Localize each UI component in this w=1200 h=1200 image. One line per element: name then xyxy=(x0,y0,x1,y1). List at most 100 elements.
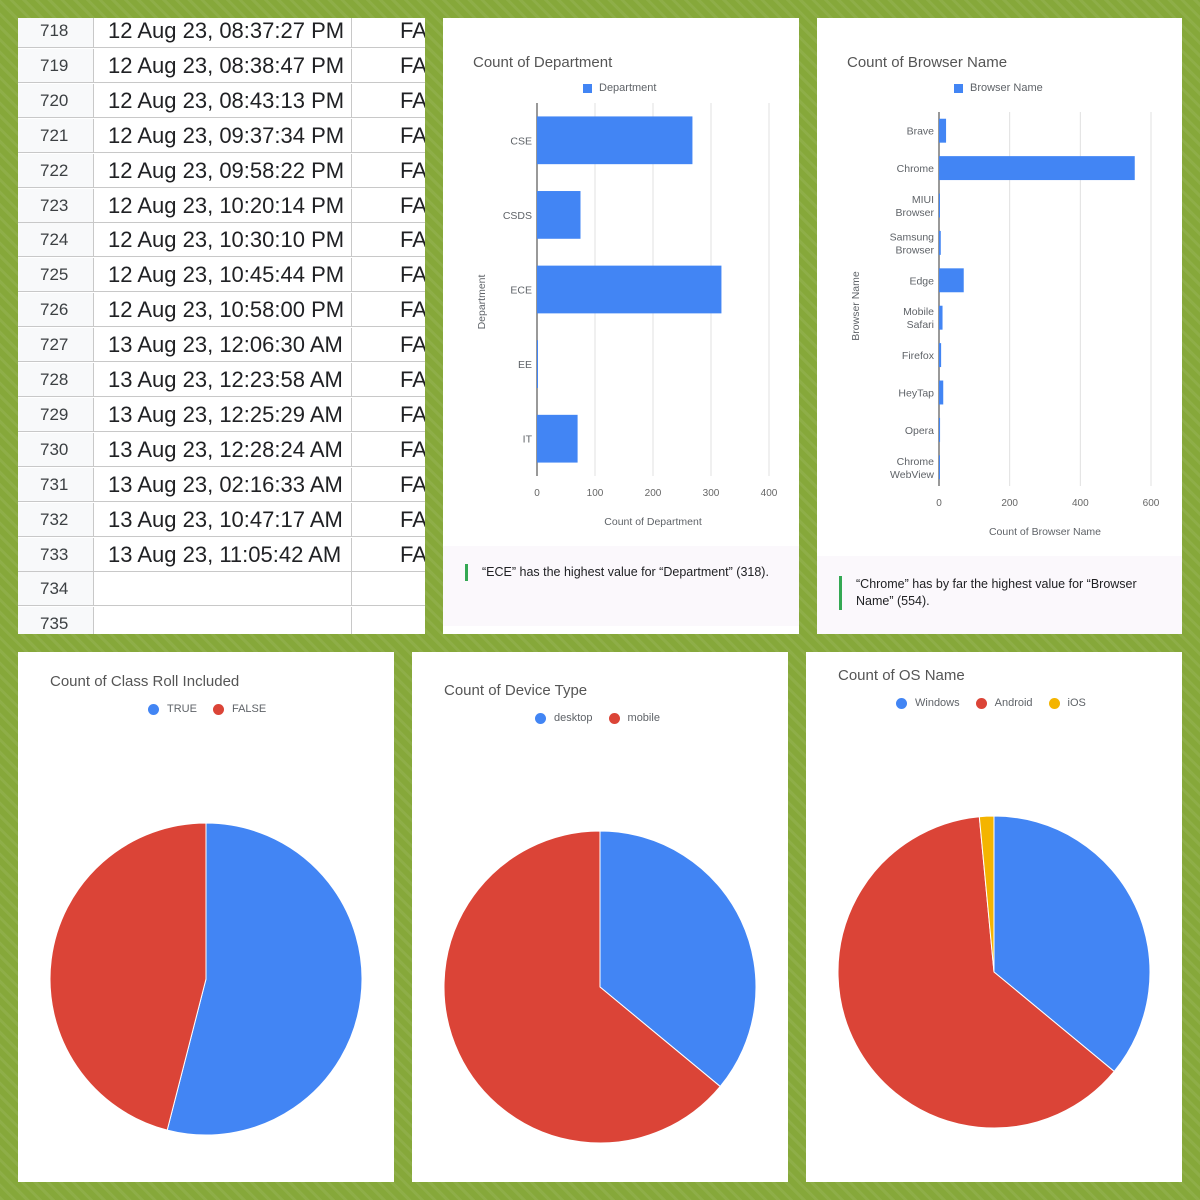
flag-cell[interactable]: FA xyxy=(352,328,425,363)
timestamp-cell[interactable]: 13 Aug 23, 12:23:58 AM xyxy=(94,363,352,397)
pie-slice-mobile xyxy=(443,830,721,1144)
flag-cell[interactable]: FA xyxy=(352,538,425,572)
table-row[interactable]: 727 13 Aug 23, 12:06:30 AM FA xyxy=(18,328,425,363)
flag-cell[interactable]: FA xyxy=(352,119,425,153)
flag-cell[interactable]: FA xyxy=(352,258,425,293)
row-number-cell[interactable]: 723 xyxy=(18,188,94,223)
flag-cell[interactable]: FA xyxy=(352,49,425,83)
table-row[interactable]: 724 12 Aug 23, 10:30:10 PM FA xyxy=(18,223,425,258)
table-row[interactable]: 735 xyxy=(18,607,425,634)
row-number-cell[interactable]: 724 xyxy=(18,223,94,258)
timestamp-cell[interactable] xyxy=(94,572,352,607)
timestamp-cell[interactable]: 13 Aug 23, 12:25:29 AM xyxy=(94,397,352,432)
legend-item-windows: Windows xyxy=(896,697,960,709)
bar xyxy=(537,265,722,314)
table-row[interactable]: 734 xyxy=(18,572,425,607)
chart-legend: Browser Name xyxy=(954,82,1043,94)
table-row[interactable]: 726 12 Aug 23, 10:58:00 PM FA xyxy=(18,293,425,328)
timestamp-cell[interactable] xyxy=(94,607,352,634)
table-row[interactable]: 721 12 Aug 23, 09:37:34 PM FA xyxy=(18,118,425,154)
row-number-cell[interactable]: 734 xyxy=(18,572,94,607)
flag-cell[interactable]: FA xyxy=(352,503,425,537)
timestamp-cell[interactable]: 13 Aug 23, 12:28:24 AM xyxy=(94,432,352,467)
timestamp-cell[interactable]: 12 Aug 23, 10:30:10 PM xyxy=(94,223,352,258)
legend-swatch xyxy=(535,712,546,724)
timestamp-cell[interactable]: 12 Aug 23, 08:38:47 PM xyxy=(94,48,352,83)
flag-cell[interactable]: FA xyxy=(352,223,425,258)
timestamp-cell[interactable]: 12 Aug 23, 10:45:44 PM xyxy=(94,258,352,293)
category-label: Brave xyxy=(907,126,935,138)
table-row[interactable]: 719 12 Aug 23, 08:38:47 PM FA xyxy=(18,48,425,84)
device-type-pie-chart xyxy=(443,830,757,1144)
row-number-cell[interactable]: 718 xyxy=(18,18,94,48)
row-number-cell[interactable]: 719 xyxy=(18,48,94,83)
x-tick-label: 200 xyxy=(1001,498,1018,509)
row-number-cell[interactable]: 726 xyxy=(18,293,94,328)
flag-cell[interactable]: FA xyxy=(352,293,425,328)
table-row[interactable]: 729 13 Aug 23, 12:25:29 AM FA xyxy=(18,397,425,433)
row-number-cell[interactable]: 735 xyxy=(18,607,94,634)
timestamp-cell[interactable]: 12 Aug 23, 08:37:27 PM xyxy=(94,18,352,48)
table-row[interactable]: 728 13 Aug 23, 12:23:58 AM FA xyxy=(18,363,425,398)
flag-cell[interactable]: FA xyxy=(352,468,425,502)
row-number-cell[interactable]: 730 xyxy=(18,432,94,467)
table-row[interactable]: 722 12 Aug 23, 09:58:22 PM FA xyxy=(18,153,425,189)
row-number-cell[interactable]: 721 xyxy=(18,118,94,153)
table-row[interactable]: 718 12 Aug 23, 08:37:27 PM FA xyxy=(18,18,425,49)
table-row[interactable]: 723 12 Aug 23, 10:20:14 PM FA xyxy=(18,188,425,224)
flag-cell[interactable]: FA xyxy=(352,433,425,467)
flag-cell[interactable]: FA xyxy=(352,398,425,432)
flag-cell[interactable] xyxy=(352,607,425,634)
row-number-cell[interactable]: 732 xyxy=(18,502,94,537)
x-tick-label: 400 xyxy=(1072,498,1089,509)
table-row[interactable]: 720 12 Aug 23, 08:43:13 PM FA xyxy=(18,83,425,119)
x-tick-label: 600 xyxy=(1143,498,1160,509)
insight-band xyxy=(817,556,1182,634)
timestamp-cell[interactable]: 12 Aug 23, 08:43:13 PM xyxy=(94,83,352,118)
table-row[interactable]: 732 13 Aug 23, 10:47:17 AM FA xyxy=(18,502,425,538)
x-tick-label: 100 xyxy=(587,488,604,499)
row-number-cell[interactable]: 729 xyxy=(18,397,94,432)
table-row[interactable]: 733 13 Aug 23, 11:05:42 AM FA xyxy=(18,537,425,573)
row-number-cell[interactable]: 720 xyxy=(18,83,94,118)
table-row[interactable]: 730 13 Aug 23, 12:28:24 AM FA xyxy=(18,432,425,468)
bar xyxy=(939,455,940,480)
flag-cell[interactable]: FA xyxy=(352,363,425,397)
flag-cell[interactable]: FA xyxy=(352,189,425,223)
legend-swatch xyxy=(954,83,963,93)
table-row[interactable]: 725 12 Aug 23, 10:45:44 PM FA xyxy=(18,258,425,293)
legend-label: TRUE xyxy=(167,703,197,715)
timestamp-cell[interactable]: 13 Aug 23, 02:16:33 AM xyxy=(94,467,352,502)
bar xyxy=(939,193,940,218)
legend-item-desktop: desktop xyxy=(535,712,593,724)
os-name-pie-chart xyxy=(837,815,1151,1129)
category-label: Firefox xyxy=(902,350,935,362)
pie-slice-windows xyxy=(993,815,1151,1073)
timestamp-cell[interactable]: 13 Aug 23, 12:06:30 AM xyxy=(94,328,352,363)
legend-label: iOS xyxy=(1067,697,1086,709)
timestamp-cell[interactable]: 13 Aug 23, 11:05:42 AM xyxy=(94,537,352,572)
x-tick-label: 400 xyxy=(761,488,778,499)
timestamp-cell[interactable]: 12 Aug 23, 10:58:00 PM xyxy=(94,293,352,328)
category-label: Edge xyxy=(909,275,934,287)
timestamp-cell[interactable]: 12 Aug 23, 09:37:34 PM xyxy=(94,118,352,153)
bar xyxy=(537,116,693,165)
row-number-cell[interactable]: 733 xyxy=(18,537,94,572)
flag-cell[interactable] xyxy=(352,572,425,607)
department-bar-chart: 0 100 200 300 400 CSE CSDS ECE EE IT Count of Depa… xyxy=(476,103,778,528)
row-number-cell[interactable]: 722 xyxy=(18,153,94,188)
flag-cell[interactable]: FA xyxy=(352,18,425,48)
row-number-cell[interactable]: 725 xyxy=(18,258,94,293)
flag-cell[interactable]: FA xyxy=(352,154,425,188)
row-number-cell[interactable]: 727 xyxy=(18,328,94,363)
timestamp-cell[interactable]: 12 Aug 23, 09:58:22 PM xyxy=(94,153,352,188)
row-number-cell[interactable]: 731 xyxy=(18,467,94,502)
class-roll-pie-chart xyxy=(49,822,363,1136)
category-label: ECE xyxy=(510,285,532,297)
timestamp-cell[interactable]: 13 Aug 23, 10:47:17 AM xyxy=(94,502,352,537)
table-row[interactable]: 731 13 Aug 23, 02:16:33 AM FA xyxy=(18,467,425,503)
row-number-cell[interactable]: 728 xyxy=(18,363,94,397)
flag-cell[interactable]: FA xyxy=(352,84,425,118)
bar xyxy=(939,305,943,330)
timestamp-cell[interactable]: 12 Aug 23, 10:20:14 PM xyxy=(94,188,352,223)
